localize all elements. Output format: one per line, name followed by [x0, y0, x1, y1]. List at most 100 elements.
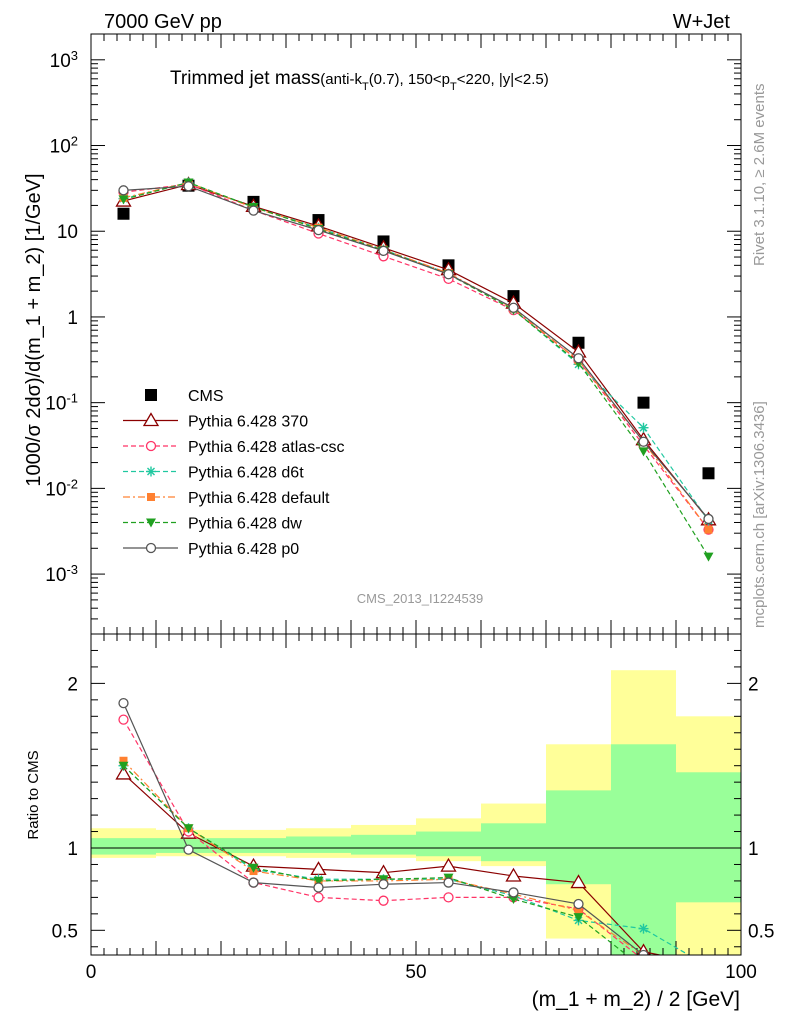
y-tick-label: 10-2: [45, 476, 78, 501]
series-point: [704, 525, 713, 534]
ratio-line: [122, 702, 648, 955]
ratio-point: [508, 887, 519, 898]
data-point: [702, 467, 715, 480]
title-main: Trimmed jet mass: [170, 68, 320, 89]
ratio-frame: [90, 633, 742, 956]
band-inner: [286, 836, 351, 853]
x-tick-label: 0: [86, 962, 97, 983]
ratio-point: [313, 876, 324, 886]
ratio-point: [313, 882, 324, 893]
ratio-point: [573, 913, 584, 923]
ratio-point: [313, 892, 324, 903]
y-tick-label: 1: [67, 839, 78, 860]
series-point: [443, 269, 454, 280]
energy-label: 7000 GeV pp: [104, 11, 222, 33]
legend-label: Pythia 6.428 p0: [188, 541, 299, 558]
legend-marker: [145, 440, 157, 452]
y-tick-label-right: 0.5: [748, 921, 774, 942]
x-tick-label: 50: [405, 962, 426, 983]
ratio-point: [118, 697, 129, 709]
legend-item: Pythia 6.428 atlas-csc: [123, 439, 345, 456]
series-point: [313, 224, 324, 236]
band-inner: [676, 772, 741, 903]
y-tick-label-right: 1: [748, 839, 759, 860]
ratio-series-clipped: [115, 697, 690, 955]
ratio-point: [443, 877, 454, 888]
y-tick-label: 2: [67, 674, 78, 695]
legend-marker: [145, 542, 157, 554]
y-tick-label: 10: [57, 222, 78, 243]
ratio-bands: [91, 670, 741, 955]
ratio-point: [505, 867, 522, 882]
plot-title: Trimmed jet mass(anti-kT(0.7), 150<pT<22…: [170, 68, 549, 93]
main-ylabel: 1000/σ 2dσ)/d(m_1 + m_2) [1/GeV]: [23, 173, 45, 486]
legend-item: Pythia 6.428 p0: [123, 541, 299, 558]
series-point: [248, 205, 259, 216]
legend-label: Pythia 6.428 default: [188, 490, 330, 507]
legend-label: Pythia 6.428 dw: [188, 516, 302, 533]
series-line: [123, 183, 709, 531]
data-point: [117, 207, 130, 220]
ratio-point: [115, 765, 132, 780]
series-point: [118, 185, 129, 196]
title-sub: (anti-kT(0.7), 150<pT<220, |y|<2.5): [320, 71, 549, 93]
ratio-series-pythia-6-428-p0: [118, 697, 649, 955]
y-tick-label: 1: [67, 308, 78, 329]
xlabel: (m_1 + m_2) / 2 [GeV]: [532, 988, 740, 1011]
band-inner: [351, 834, 416, 855]
band-inner: [546, 790, 611, 885]
data-point: [145, 389, 157, 401]
band-inner: [416, 831, 481, 857]
y-tick-label: 103: [50, 47, 78, 72]
legend-item: Pythia 6.428 dw: [123, 516, 302, 533]
ratio-line: [123, 765, 628, 955]
mcplots-label: mcplots.cern.ch [arXiv:1306.3436]: [751, 401, 768, 628]
legend-item: Pythia 6.428 default: [123, 490, 330, 507]
series-point: [638, 447, 649, 457]
series-point: [638, 422, 649, 433]
series-point: [703, 552, 714, 562]
ratio-point: [573, 898, 584, 910]
ratio-point: [443, 892, 454, 903]
rivet-label: Rivet 3.1.10, ≥ 2.6M events: [751, 84, 768, 267]
star-stroke: [639, 924, 648, 933]
legend-marker: [146, 518, 156, 528]
band-inner: [481, 823, 546, 862]
series-point: [508, 302, 519, 313]
x-tick-label: 100: [725, 962, 757, 983]
ratio-point: [248, 877, 259, 888]
ratio-line: [123, 773, 663, 955]
y-tick-label-right: 2: [748, 674, 759, 695]
legend-label: Pythia 6.428 atlas-csc: [188, 439, 345, 456]
series-line: [123, 181, 709, 531]
watermark: CMS_2013_I1224539: [357, 591, 484, 606]
ratio-line: [122, 719, 639, 955]
ratio-point: [118, 714, 129, 725]
main-series: [115, 176, 717, 562]
legend-marker: [146, 466, 156, 477]
series-point: [183, 181, 194, 192]
legend-marker: [142, 412, 160, 427]
y-tick-label: 10-3: [45, 562, 78, 587]
process-label: W+Jet: [673, 11, 731, 33]
star-stroke: [639, 423, 648, 432]
series-pythia-6-428-p0: [118, 181, 714, 525]
ratio-line: [123, 765, 690, 955]
series-line: [123, 185, 709, 520]
band-inner: [221, 838, 286, 853]
ratio-point: [440, 857, 457, 872]
series-point: [638, 436, 649, 447]
star-stroke: [147, 467, 155, 476]
y-tick-label: 0.5: [52, 921, 78, 942]
legend: CMS Pythia 6.428 370 Pythia 6.428 atlas-cs…: [123, 388, 345, 558]
legend-item: Pythia 6.428 d6t: [123, 465, 304, 482]
legend-marker: [147, 493, 155, 501]
main-axes: 10-3 10-2 10-1 1 10 102 103: [45, 33, 742, 635]
series-point: [118, 195, 129, 205]
ratio-point: [183, 844, 194, 855]
ratio-point: [248, 863, 259, 873]
series-point: [703, 513, 714, 525]
ratio-line: [123, 760, 646, 955]
